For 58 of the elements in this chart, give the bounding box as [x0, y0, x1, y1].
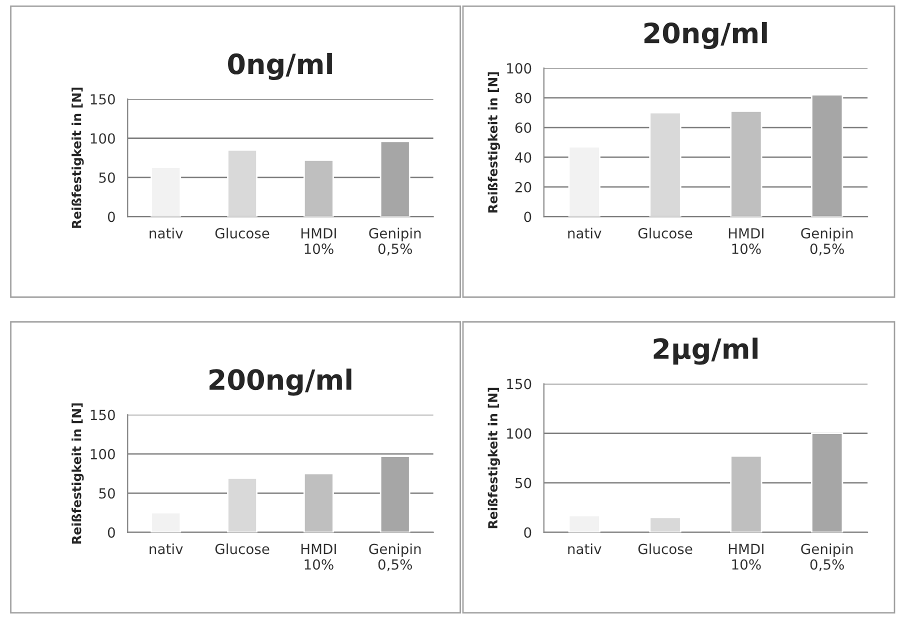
bar [380, 140, 410, 217]
x-tick-label: nativ [150, 228, 183, 239]
y-tick-label: 50 [99, 172, 115, 183]
chart-title: 2µg/ml [654, 338, 758, 365]
x-tick-label: Genipin 0,5% [801, 228, 853, 256]
y-tick-label: 80 [515, 92, 532, 104]
chart-title: 200ng/ml [210, 368, 352, 396]
x-tick-label: Genipin 0,5% [369, 543, 421, 572]
chart-title: 20ng/ml [644, 22, 767, 50]
y-tick-label: 100 [90, 133, 115, 144]
y-axis-title: Reißfestigkeit in [N] [72, 88, 84, 228]
bar [811, 94, 844, 217]
y-axis-title: Reißfestigkeit in [N] [72, 403, 84, 544]
y-tick-label: 100 [507, 63, 532, 74]
y-tick-label: 60 [515, 122, 532, 133]
y-tick-label: 20 [515, 182, 532, 192]
bar [227, 149, 258, 217]
y-tick-label: 50 [515, 478, 532, 488]
bar [649, 516, 682, 532]
x-tick-label: Glucose [638, 228, 692, 239]
y-tick-label: 100 [90, 448, 115, 460]
x-tick-label: HMDI 10% [301, 544, 336, 570]
x-tick-label: nativ [150, 543, 183, 554]
bar [150, 512, 182, 532]
y-tick-label: 0 [108, 212, 115, 222]
y-tick-label: 100 [507, 428, 532, 439]
y-tick-label: 0 [524, 527, 532, 538]
x-tick-label: HMDI 10% [728, 544, 764, 570]
x-tick-label: nativ [568, 228, 602, 239]
y-tick-label: 150 [507, 378, 532, 390]
bar [303, 160, 334, 217]
bar [303, 472, 334, 532]
x-tick-label: Glucose [638, 543, 692, 554]
x-tick-label: Genipin 0,5% [369, 228, 421, 256]
bar [568, 514, 600, 532]
x-tick-label: Genipin 0,5% [801, 543, 853, 572]
bar [730, 455, 762, 532]
bar [568, 146, 600, 217]
y-tick-label: 50 [99, 488, 115, 499]
chart-title: 0ng/ml [228, 52, 332, 80]
x-tick-label: Glucose [215, 543, 270, 554]
x-tick-label: Glucose [215, 228, 270, 239]
x-tick-label: HMDI 10% [728, 228, 764, 254]
bar [811, 432, 844, 532]
y-tick-label: 40 [515, 152, 532, 163]
y-tick-label: 0 [524, 212, 532, 222]
y-axis-title: Reißfestigkeit in [N] [488, 72, 500, 212]
bar [649, 112, 682, 217]
bar [380, 456, 410, 532]
bar [150, 166, 182, 217]
x-tick-label: HMDI 10% [301, 228, 336, 254]
y-tick-label: 150 [90, 410, 115, 420]
y-tick-label: 0 [108, 527, 115, 538]
y-tick-label: 150 [90, 94, 115, 105]
bar [730, 110, 762, 217]
x-tick-label: nativ [568, 543, 602, 554]
bar [227, 478, 258, 532]
y-axis-title: Reißfestigkeit in [N] [488, 388, 500, 528]
